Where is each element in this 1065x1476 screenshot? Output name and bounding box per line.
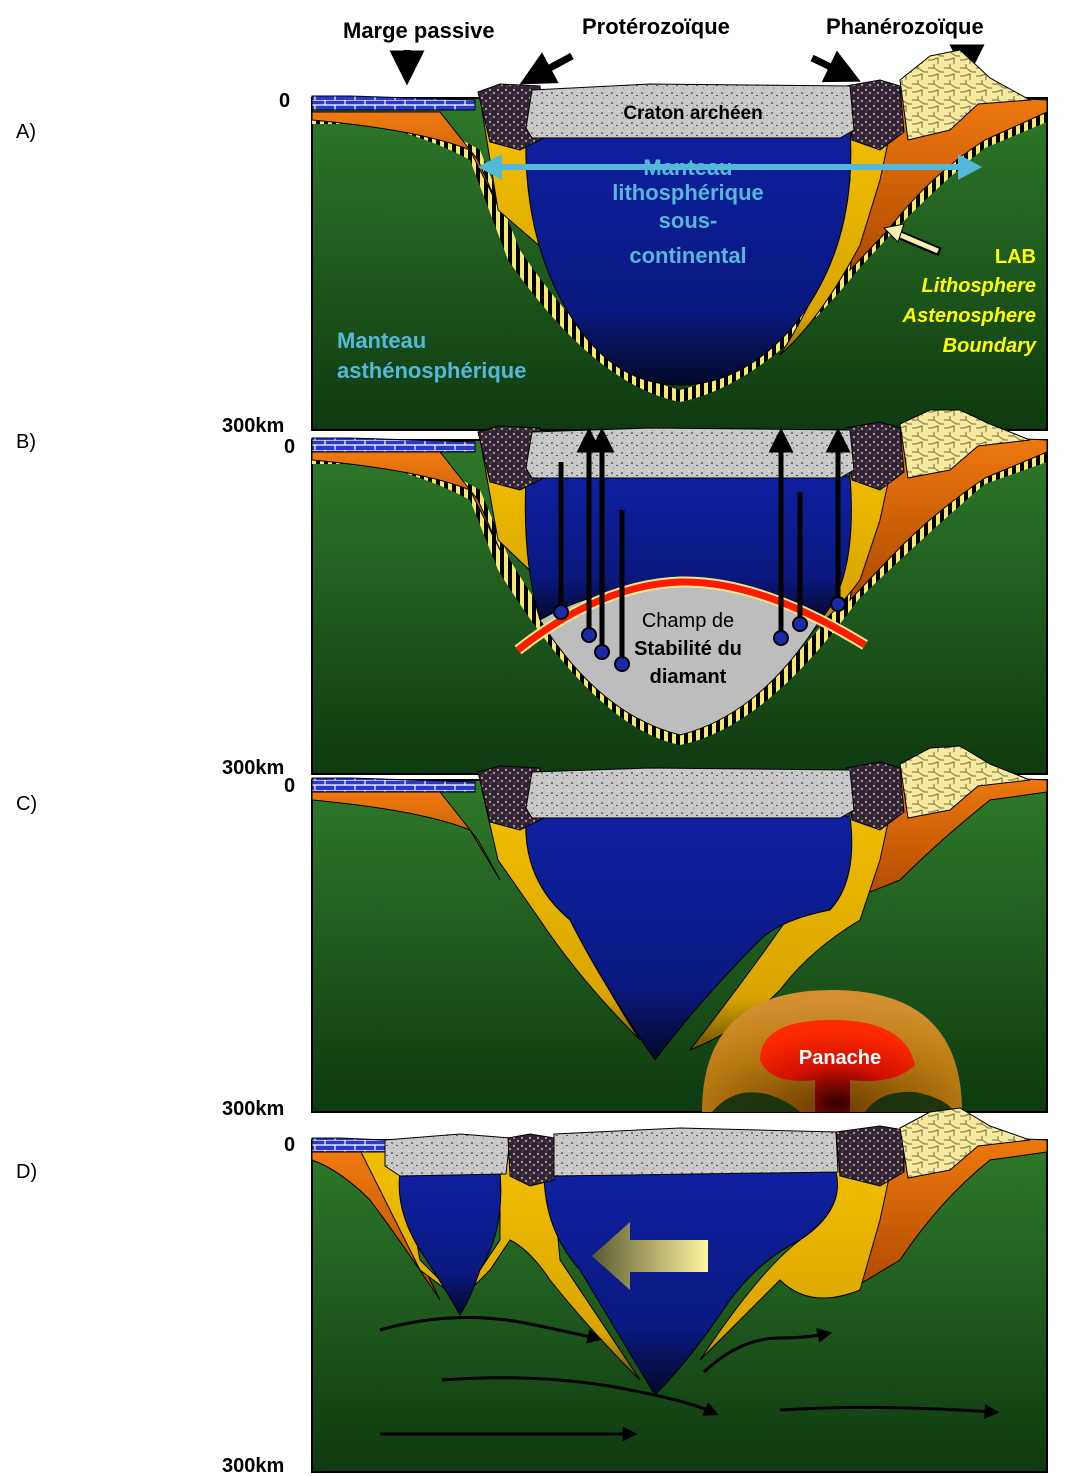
panel-d: 0 300km	[222, 1107, 1048, 1476]
phanerozoic-mantle-right-a	[849, 91, 1048, 272]
mantle-flow-arrow	[441, 1376, 719, 1416]
proterozoic-crust-right-b	[845, 421, 905, 491]
craton-drift-arrow	[592, 1222, 708, 1290]
mantle-flow-arrow	[379, 1316, 603, 1344]
kimberlite-pipes	[558, 427, 851, 664]
plume-head-inner	[760, 1020, 915, 1112]
craton-mantle-d	[543, 1171, 838, 1396]
passive-margin-sediments-b	[311, 437, 476, 453]
phanerozoic-mantle-left-b	[311, 451, 501, 551]
lith-mantle-label-2: lithosphérique	[612, 180, 764, 205]
magma-source	[594, 644, 610, 660]
lithosphere-arrow-head-left	[478, 154, 502, 180]
diamond-label-3: diamant	[650, 666, 727, 688]
archean-craton-crust-a	[525, 83, 855, 139]
lithosphere-arrow-head-right	[958, 154, 982, 180]
graphite-diamond-boundary-red	[515, 578, 867, 653]
craton-mantle-a	[525, 127, 852, 386]
lith-mantle-label-1: Manteau	[643, 155, 732, 180]
archean-craton-crust-c	[525, 767, 855, 819]
panel-label-d: D)	[16, 1161, 37, 1183]
depth-bottom-d: 300km	[222, 1455, 284, 1476]
archean-craton-crust-b	[525, 427, 855, 479]
plume-label: Panache	[799, 1047, 881, 1069]
magma-source	[553, 604, 569, 620]
phanerozoic-crust-b	[899, 409, 1031, 479]
lith-mantle-label-4: continental	[629, 243, 746, 268]
panel-b: 0 Cham	[222, 409, 1048, 779]
magma-source	[792, 616, 808, 632]
asth-mantle-label-2: asthénosphérique	[337, 358, 526, 383]
magma-source	[830, 596, 846, 612]
rifted-craton-crust-d	[384, 1133, 511, 1177]
passive-margin-label: Marge passive	[343, 18, 495, 43]
magma-sources	[553, 596, 846, 672]
craton-label: Craton archéen	[623, 103, 762, 124]
phanerozoic-crust-c	[899, 745, 1031, 819]
panel-label-b: B)	[16, 431, 36, 453]
depth-bottom-a: 300km	[222, 415, 284, 437]
panel-label-a: A)	[16, 121, 36, 143]
phanerozoic-label: Phanérozoïque	[826, 14, 984, 39]
mantle-flow-arrow	[702, 1328, 833, 1374]
depth-bottom-c: 300km	[222, 1098, 284, 1120]
mantle-flow-arrows	[379, 1316, 1000, 1442]
phanerozoic-mantle-left-a	[311, 111, 501, 211]
passive-margin-sediments-a	[311, 95, 476, 111]
depth-bottom-b: 300km	[222, 757, 284, 779]
panel-label-c: C)	[16, 793, 37, 815]
depth-top-d: 0	[284, 1134, 295, 1156]
passive-margin-sediments-c	[311, 777, 476, 793]
small-craton-mantle-d	[398, 1171, 502, 1316]
lab-pointer-head	[882, 223, 905, 243]
proterozoic-arrow	[519, 52, 574, 85]
phanerozoic-mantle-left-c	[311, 789, 501, 881]
proterozoic-label: Protérozoïque	[582, 14, 730, 39]
depth-top-b: 0	[284, 436, 295, 458]
lab-title: LAB	[995, 246, 1036, 268]
lith-mantle-label-3: sous-	[659, 208, 718, 233]
asth-mantle-label-1: Manteau	[337, 328, 426, 353]
archean-craton-crust-d	[553, 1127, 839, 1177]
mantle-flow-arrow	[779, 1403, 1000, 1419]
diamond-label-1: Champ de	[642, 610, 734, 632]
phanerozoic-arrow-left	[810, 50, 861, 83]
phanerozoic-crust-d	[899, 1107, 1031, 1179]
proterozoic-crust-right-a	[845, 79, 905, 151]
panel-a: 0 Craton archéen Manteau lithosphérique …	[222, 49, 1048, 437]
proterozoic-crust-right-c	[845, 761, 905, 831]
panel-c: 0 Panache 300km	[222, 745, 1048, 1120]
depth-top-a: 0	[279, 90, 290, 112]
craton-mantle-c	[525, 815, 853, 1061]
magma-source	[773, 630, 789, 646]
phanerozoic-crust-a	[899, 49, 1032, 141]
magma-source	[614, 656, 630, 672]
proterozoic-crust-right-d	[835, 1125, 905, 1187]
magma-source	[581, 627, 597, 643]
lab-def-1: Lithosphere	[922, 275, 1036, 297]
lab-pointer-arrow-inner	[897, 231, 939, 254]
diamond-label-2: Stabilité du	[634, 638, 742, 660]
depth-top-c: 0	[284, 775, 295, 797]
lab-def-2: Astenosphere	[902, 305, 1036, 327]
passive-margin-sediments-d	[311, 1137, 386, 1153]
plume-dark-lobes	[712, 1091, 955, 1112]
lab-def-3: Boundary	[943, 335, 1037, 357]
proterozoic-crust-left-d	[507, 1133, 556, 1187]
